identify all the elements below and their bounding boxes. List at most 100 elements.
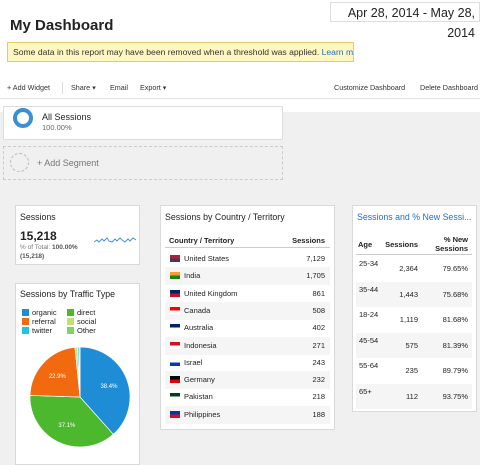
in-flag-icon — [170, 272, 180, 280]
country-sessions: 243 — [312, 357, 325, 367]
table-row: India 1,705 — [165, 267, 330, 286]
customize-dashboard-button[interactable]: Customize Dashboard — [334, 83, 406, 92]
legend-item: twitter — [22, 326, 52, 335]
age-pct-new: 89.79% — [442, 366, 468, 375]
add-widget-button[interactable]: + Add Widget — [7, 83, 50, 92]
delete-dashboard-button[interactable]: Delete Dashboard — [420, 83, 478, 92]
table-row: United States 7,129 — [165, 250, 330, 268]
legend-swatch — [22, 309, 29, 316]
column-header-age: Age — [358, 240, 373, 249]
table-row: Canada 508 — [165, 301, 330, 320]
country-sessions: 232 — [312, 375, 325, 385]
country-name[interactable]: India — [184, 271, 201, 281]
table-row: Philippines 188 — [165, 405, 330, 424]
country-name[interactable]: Pakistan — [184, 392, 213, 402]
toolbar-divider-line — [0, 98, 480, 99]
pie-slice-referral[interactable] — [29, 346, 81, 398]
legend-swatch — [67, 318, 74, 325]
chevron-down-icon: ▾ — [162, 83, 167, 92]
age-pct-new: 79.65% — [442, 264, 468, 273]
column-header-sessions: Sessions — [385, 240, 418, 249]
age-bracket: 35-44 — [359, 284, 379, 294]
ca-flag-icon — [170, 306, 180, 314]
country-sessions: 271 — [312, 340, 325, 350]
table-row: 35-44 1,443 75.68% — [356, 281, 472, 307]
legend-item: referral — [22, 317, 56, 326]
gb-flag-icon — [170, 289, 180, 297]
country-name[interactable]: Israel — [184, 357, 203, 367]
table-row: 65+ 112 93.75% — [356, 383, 472, 409]
page-title: My Dashboard — [10, 17, 114, 34]
legend-swatch — [22, 327, 29, 334]
age-sessions: 1,443 — [399, 289, 418, 299]
chevron-down-icon: ▾ — [92, 83, 96, 92]
country-name[interactable]: Germany — [184, 375, 215, 385]
share-button[interactable]: Share ▾ — [71, 83, 96, 92]
table-row: Pakistan 218 — [165, 388, 330, 406]
legend-item: direct — [67, 308, 95, 317]
table-row: 45-54 575 81.39% — [356, 332, 472, 358]
learn-more-link[interactable]: Learn more — [321, 47, 354, 57]
segment-name: All Sessions — [42, 112, 92, 122]
age-sessions: 112 — [406, 391, 418, 401]
column-header-country: Country / Territory — [169, 236, 235, 245]
country-sessions: 402 — [312, 323, 325, 333]
age-pct-new: 81.39% — [442, 340, 468, 350]
country-name[interactable]: Indonesia — [184, 340, 217, 350]
table-row: 55-64 235 89.79% — [356, 358, 472, 383]
add-segment-box[interactable] — [3, 146, 283, 180]
legend-swatch — [67, 309, 74, 316]
pie-slice-label: 38.4% — [100, 384, 118, 390]
table-row: Australia 402 — [165, 319, 330, 337]
age-bracket: 55-64 — [359, 361, 379, 370]
country-name[interactable]: Philippines — [184, 409, 221, 419]
widget-title-link[interactable]: Sessions and % New Sessi... — [357, 212, 472, 222]
pie-slice-label: 37.1% — [58, 423, 76, 429]
add-segment-circle-icon — [10, 153, 29, 172]
country-sessions: 861 — [312, 288, 325, 298]
traffic-pie-chart: 38.4% 37.1% 22.9% — [29, 346, 131, 448]
widget-title: Sessions — [20, 212, 56, 222]
country-name[interactable]: Australia — [184, 323, 214, 333]
pie-slice-organic[interactable] — [79, 346, 131, 435]
age-sessions: 2,364 — [399, 264, 418, 273]
segment-card[interactable] — [3, 106, 283, 140]
table-row: Indonesia 271 — [165, 336, 330, 355]
country-name[interactable]: United States — [184, 254, 230, 263]
legend-swatch — [67, 327, 74, 334]
pie-slice-other[interactable] — [78, 346, 81, 398]
country-sessions: 188 — [312, 409, 325, 419]
header-divider — [356, 254, 472, 255]
pk-flag-icon — [170, 393, 180, 401]
table-row: Germany 232 — [165, 371, 330, 390]
age-bracket: 45-54 — [359, 335, 379, 345]
export-button[interactable]: Export ▾ — [140, 83, 167, 92]
country-name[interactable]: United Kingdom — [184, 288, 238, 298]
email-button[interactable]: Email — [110, 83, 128, 92]
age-pct-new: 81.68% — [442, 315, 468, 324]
age-bracket: 25-34 — [359, 259, 379, 268]
pie-slice-direct[interactable] — [29, 395, 114, 448]
age-bracket: 18-24 — [359, 310, 379, 319]
add-segment-label[interactable]: + Add Segment — [37, 158, 99, 168]
il-flag-icon — [170, 358, 180, 366]
country-sessions: 1,705 — [306, 271, 325, 281]
date-range-picker[interactable]: Apr 28, 2014 - May 28, 2014 — [330, 2, 480, 40]
dashboard-toolbar: + Add Widget Share ▾ Email Export ▾ Cust… — [0, 78, 480, 98]
pie-slice-label: 22.9% — [49, 374, 67, 380]
table-row: 18-24 1,119 81.68% — [356, 307, 472, 332]
sessions-sparkline — [94, 237, 136, 243]
age-sessions: 575 — [405, 340, 418, 350]
segment-ring-icon — [13, 108, 33, 128]
threshold-notice: Some data in this report may have been r… — [7, 42, 354, 62]
country-name[interactable]: Canada — [184, 305, 211, 315]
us-flag-icon — [170, 255, 180, 262]
age-pct-new: 75.68% — [442, 289, 468, 299]
column-header-sessions: Sessions — [292, 236, 325, 245]
age-widget — [352, 205, 477, 412]
table-row: 25-34 2,364 79.65% — [356, 256, 472, 281]
table-row: United Kingdom 861 — [165, 285, 330, 303]
ph-flag-icon — [170, 410, 180, 418]
table-row: Israel 243 — [165, 354, 330, 372]
widget-title: Sessions by Traffic Type — [20, 289, 116, 299]
